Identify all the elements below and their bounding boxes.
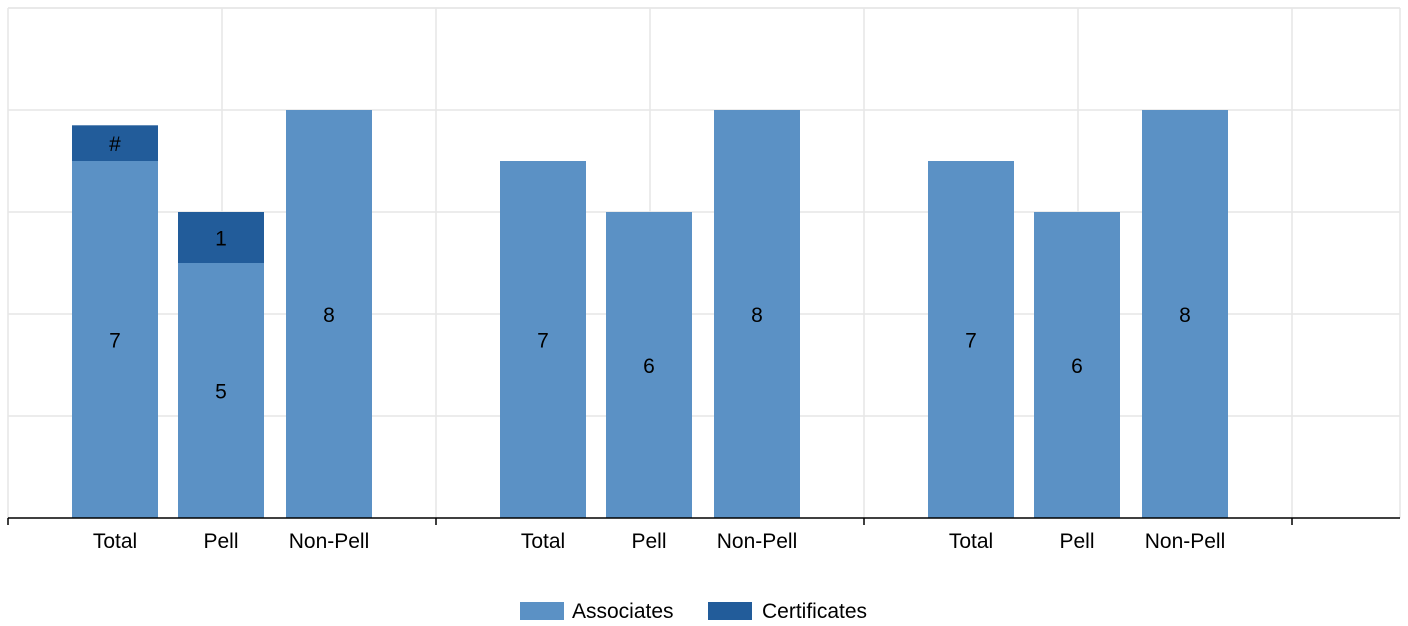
data-label: 5 <box>215 381 227 404</box>
data-label: 8 <box>1179 304 1191 327</box>
bar-associates-total <box>928 161 1014 518</box>
data-label: 1 <box>215 228 227 251</box>
data-label: # <box>109 133 121 156</box>
bar-associates-non-pell <box>714 110 800 518</box>
x-axis: Total Pell Non-Pell Total Pell Non-Pell Total P… <box>7 517 1400 553</box>
data-label: 7 <box>109 330 121 353</box>
x-tick-label: Non-Pell <box>1145 530 1226 553</box>
bar-associates-non-pell <box>286 110 372 518</box>
data-label: 8 <box>323 304 335 327</box>
data-label: 7 <box>965 330 977 353</box>
legend-label-certificates: Certificates <box>762 600 867 623</box>
x-tick-label: Pell <box>631 530 666 553</box>
data-label: 6 <box>643 355 655 378</box>
bar-associates-pell <box>1034 212 1120 518</box>
legend-swatch-certificates <box>708 602 752 620</box>
x-tick-label: Pell <box>203 530 238 553</box>
x-tick-label: Total <box>93 530 137 553</box>
bar-associates-pell <box>178 263 264 518</box>
x-tick-label: Non-Pell <box>289 530 370 553</box>
bar-associates-total <box>500 161 586 518</box>
bar-certificates-total <box>72 125 158 161</box>
x-tick-label: Total <box>949 530 993 553</box>
legend-label-associates: Associates <box>572 600 674 623</box>
bar-certificates-pell <box>178 212 264 263</box>
bars: 7 #5 1 8 7 6 8 7 6 8 <box>72 110 1228 518</box>
x-tick-label: Total <box>521 530 565 553</box>
legend-swatch-associates <box>520 602 564 620</box>
x-tick-label: Pell <box>1059 530 1094 553</box>
bar-associates-non-pell <box>1142 110 1228 518</box>
bar-associates-pell <box>606 212 692 518</box>
legend: Associates Certificates <box>520 600 867 623</box>
data-label: 6 <box>1071 355 1083 378</box>
data-label: 7 <box>537 330 549 353</box>
bar-associates-total <box>72 161 158 518</box>
x-tick-label: Non-Pell <box>717 530 798 553</box>
data-label: 8 <box>751 304 763 327</box>
